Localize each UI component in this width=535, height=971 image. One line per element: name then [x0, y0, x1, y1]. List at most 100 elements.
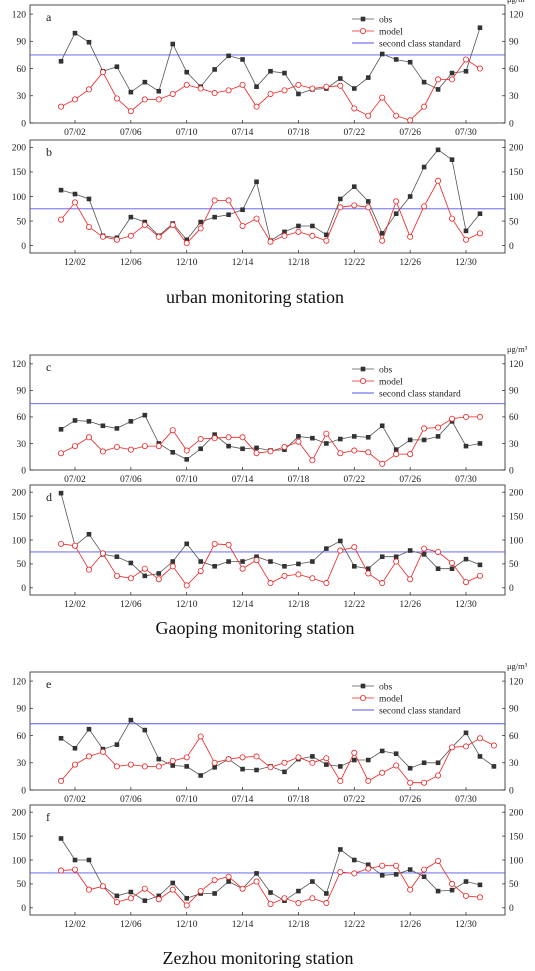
point-obs: [379, 554, 385, 560]
point-model: [379, 237, 386, 244]
panel-e: 0 0 30 30 60 60 90 90 120 120 07/02 07/06 07/10 07/14…: [12, 661, 528, 805]
point-obs: [268, 68, 273, 74]
point-model: [281, 759, 288, 766]
point-obs: [114, 554, 120, 560]
x-tick-label: 12/22: [343, 920, 365, 930]
point-model: [127, 895, 134, 902]
point-model: [393, 558, 400, 565]
y-tick-label-right: 50: [509, 880, 519, 890]
point-model: [253, 215, 260, 222]
point-model: [253, 753, 260, 760]
y-tick-label-left: 90: [17, 387, 27, 397]
x-tick-label: 12/22: [343, 600, 365, 610]
x-tick-label: 07/26: [399, 795, 421, 805]
point-model: [337, 547, 344, 554]
point-obs: [393, 751, 399, 756]
y-tick-label-left: 200: [12, 808, 27, 818]
panel-a: 0 0 30 30 60 60 90 90 120 120 07/02 07/06 07/10 07/14…: [12, 0, 528, 138]
point-model: [85, 753, 92, 760]
point-obs: [477, 441, 483, 446]
point-obs: [282, 564, 287, 569]
y-tick-label-left: 50: [17, 217, 27, 227]
point-obs: [324, 546, 329, 551]
point-model: [351, 544, 358, 551]
point-model: [267, 580, 274, 587]
x-tick-label: 07/02: [64, 475, 86, 485]
point-obs: [351, 857, 357, 863]
y-tick-label-right: 120: [509, 360, 524, 370]
point-model: [169, 886, 176, 893]
point-obs: [324, 891, 329, 896]
point-obs: [296, 91, 301, 97]
point-model: [449, 744, 456, 751]
point-model: [85, 223, 92, 230]
point-model: [365, 204, 372, 211]
point-model: [462, 236, 469, 243]
point-model: [393, 451, 400, 458]
point-obs: [421, 437, 427, 443]
point-model: [155, 96, 162, 103]
point-model: [365, 449, 372, 456]
x-tick-label: 12/18: [288, 600, 310, 610]
y-tick-label-left: 30: [17, 92, 27, 102]
point-obs: [128, 419, 134, 424]
point-obs: [296, 223, 301, 229]
point-model: [72, 866, 79, 873]
point-obs: [198, 219, 203, 225]
point-obs: [365, 862, 371, 868]
legend-obs-label: obs: [379, 15, 393, 25]
point-obs: [58, 187, 64, 193]
y-tick-label-right: 200: [509, 144, 524, 154]
y-tick-label-right: 120: [509, 10, 524, 20]
y-tick-label-left: 30: [17, 440, 27, 450]
point-model: [435, 857, 442, 864]
point-model: [379, 580, 386, 587]
point-model: [211, 197, 218, 204]
legend-obs-marker: [360, 683, 366, 689]
point-model: [58, 867, 65, 874]
y-tick-label-right: 200: [509, 488, 524, 498]
series-line-model: [60, 735, 495, 784]
station-title-gaoping: Gaoping monitoring station: [156, 618, 355, 638]
y-tick-label-left: 100: [12, 193, 27, 203]
point-model: [113, 899, 120, 906]
point-model: [239, 81, 246, 88]
point-model: [197, 85, 204, 92]
point-model: [449, 415, 456, 422]
point-obs: [184, 764, 190, 769]
point-obs: [463, 443, 469, 449]
point-obs: [72, 191, 78, 197]
point-obs: [338, 538, 343, 544]
point-obs: [212, 765, 217, 770]
point-model: [407, 886, 414, 893]
point-model: [435, 772, 442, 779]
point-obs: [58, 490, 64, 496]
panel-letter: a: [46, 10, 52, 24]
point-obs: [226, 559, 231, 564]
y-tick-label-right: 100: [509, 856, 524, 866]
y-tick-label-right: 100: [509, 193, 524, 203]
x-tick-label: 12/26: [399, 920, 421, 930]
point-obs: [310, 559, 315, 564]
point-model: [169, 221, 176, 228]
point-obs: [226, 879, 231, 884]
point-model: [462, 579, 469, 586]
point-model: [113, 443, 120, 450]
x-tick-label: 07/30: [455, 128, 477, 138]
point-model: [58, 777, 65, 784]
y-tick-label-left: 90: [17, 38, 27, 48]
point-obs: [86, 39, 92, 45]
point-obs: [212, 214, 217, 220]
point-obs: [128, 89, 134, 95]
plot-frame: [29, 671, 506, 791]
point-model: [393, 198, 400, 205]
y-tick-label-right: 0: [509, 904, 514, 914]
point-obs: [282, 769, 287, 775]
legend-model-label: model: [379, 377, 403, 387]
point-obs: [156, 756, 162, 762]
point-obs: [379, 873, 385, 878]
series-line-obs: [60, 719, 495, 776]
point-model: [127, 232, 134, 239]
x-tick-label: 12/14: [232, 600, 254, 610]
